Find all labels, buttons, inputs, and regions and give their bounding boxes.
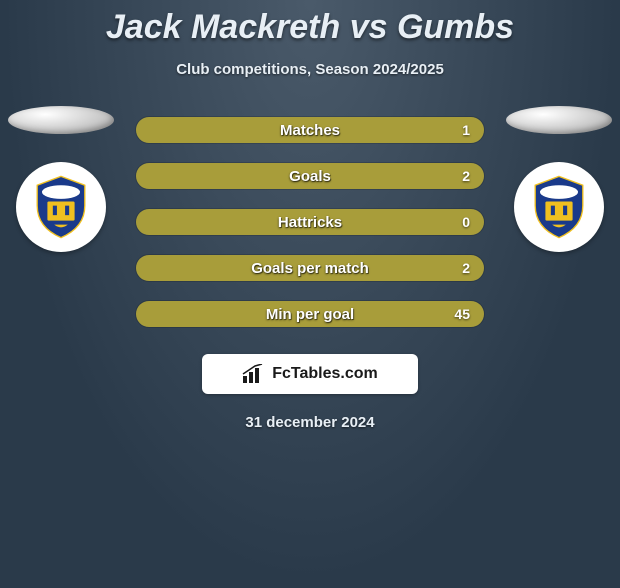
- source-badge: FcTables.com: [202, 354, 418, 394]
- stat-bar-left: [136, 301, 153, 327]
- season-subtitle: Club competitions, Season 2024/2025: [0, 61, 620, 78]
- stat-bar-left: [136, 163, 153, 189]
- player-right-column: [504, 106, 614, 252]
- bar-chart-icon: [242, 364, 266, 384]
- stats-comparison-area: 1 Matches 2 Goals 0 Hattricks 2 Goals per match…: [0, 116, 620, 328]
- stat-bar-left: [136, 117, 153, 143]
- player-right-avatar: [506, 106, 612, 134]
- stat-label: Goals: [289, 168, 331, 185]
- stat-label: Matches: [280, 122, 340, 139]
- stat-row: 0 Hattricks: [135, 208, 485, 236]
- stat-row: 45 Min per goal: [135, 300, 485, 328]
- stat-row: 2 Goals: [135, 162, 485, 190]
- stat-row: 2 Goals per match: [135, 254, 485, 282]
- stat-right-value: 2: [462, 260, 470, 276]
- stat-label: Hattricks: [278, 214, 342, 231]
- stat-label: Min per goal: [266, 306, 354, 323]
- shield-icon: [27, 173, 95, 241]
- stat-right-value: 2: [462, 168, 470, 184]
- stat-row: 1 Matches: [135, 116, 485, 144]
- club-left-badge: [16, 162, 106, 252]
- stat-right-value: 1: [462, 122, 470, 138]
- shield-icon: [525, 173, 593, 241]
- stat-bar-left: [136, 255, 153, 281]
- player-left-avatar: [8, 106, 114, 134]
- player-left-column: [6, 106, 116, 252]
- source-text: FcTables.com: [272, 365, 378, 383]
- stat-right-value: 45: [454, 306, 470, 322]
- page-title: Jack Mackreth vs Gumbs: [0, 8, 620, 47]
- club-right-badge: [514, 162, 604, 252]
- stat-label: Goals per match: [251, 260, 369, 277]
- date-line: 31 december 2024: [0, 414, 620, 431]
- stat-bar-left: [136, 209, 153, 235]
- stat-bars: 1 Matches 2 Goals 0 Hattricks 2 Goals per match…: [135, 116, 485, 328]
- stat-right-value: 0: [462, 214, 470, 230]
